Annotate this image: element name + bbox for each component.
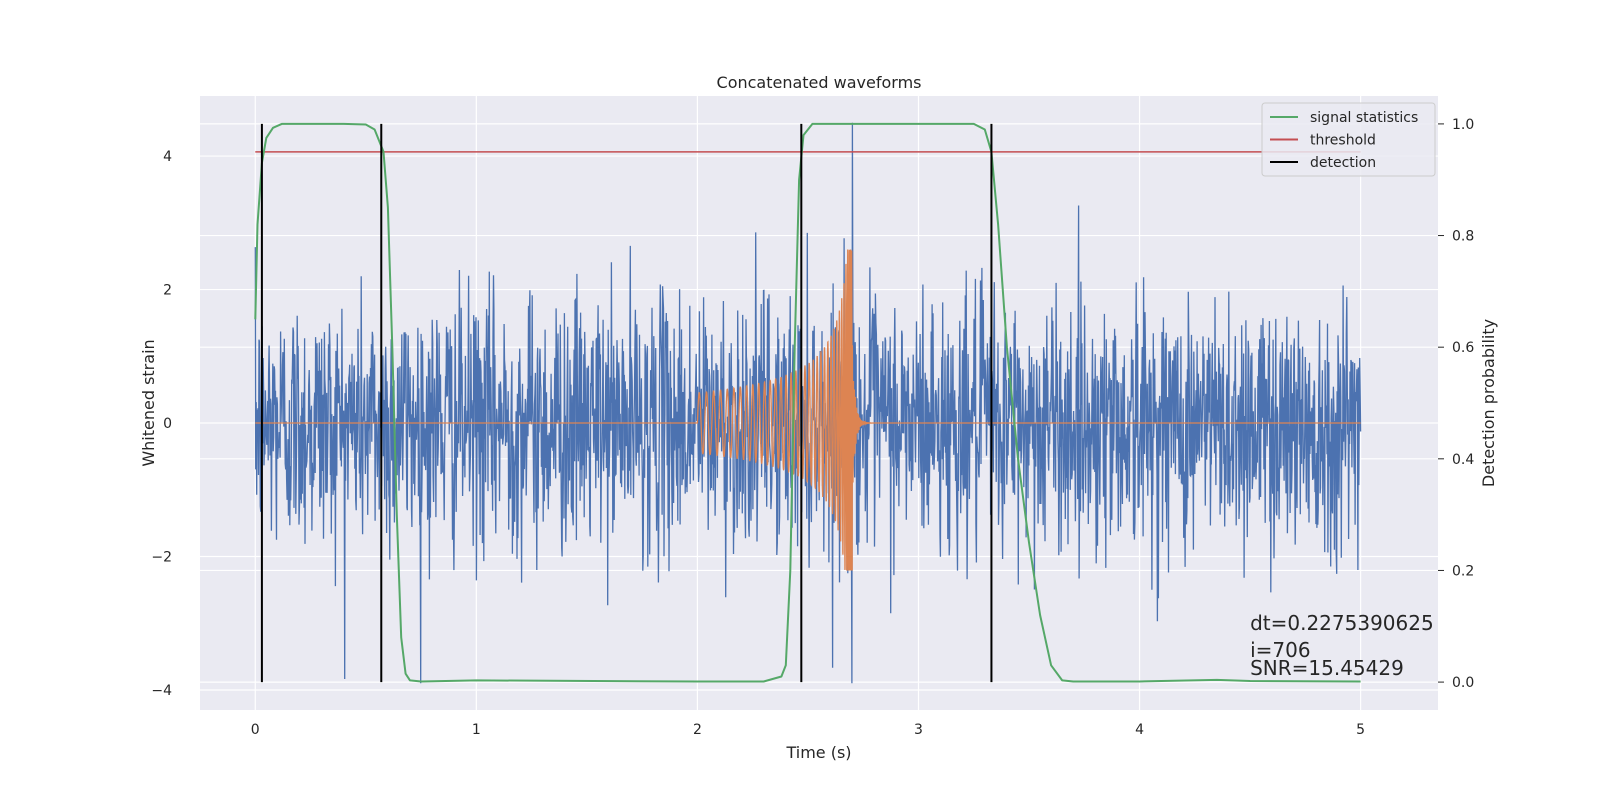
- legend-box: [1261, 102, 1436, 177]
- x-tick-label: 3: [914, 722, 923, 738]
- y2-axis-label: Detection probability: [1479, 319, 1498, 487]
- series-layer: [254, 122, 1362, 684]
- y-tick-label: −4: [151, 683, 172, 699]
- ticks: 0 1 2 3 4 5 −4 −2 0 2 4 0.0 0.2 0.4 0.6 0.8 1.0: [151, 117, 1474, 738]
- y2-tick-label: 0.2: [1452, 563, 1474, 579]
- legend-label: threshold: [1310, 133, 1376, 149]
- x-tick-label: 1: [472, 722, 481, 738]
- y-tick-label: −2: [151, 550, 172, 566]
- y2-tick-label: 0.6: [1452, 340, 1474, 356]
- y-tick-label: 0: [163, 416, 172, 432]
- legend-label: detection: [1310, 155, 1376, 171]
- x-tick-label: 4: [1135, 722, 1144, 738]
- chart-title: Concatenated waveforms: [717, 73, 922, 92]
- x-tick-label: 0: [251, 722, 260, 738]
- y-tick-label: 4: [163, 149, 172, 165]
- annotation-line: dt=0.2275390625: [1250, 611, 1434, 635]
- y2-tick-label: 0.0: [1452, 675, 1474, 691]
- y2-tick-label: 0.8: [1452, 229, 1474, 245]
- legend-label: signal statistics: [1310, 110, 1418, 126]
- injection-line: [255, 249, 1361, 571]
- x-tick-label: 2: [693, 722, 702, 738]
- legend: signal statistics threshold detection: [1261, 102, 1436, 177]
- y-axis-label: Whitened strain: [139, 339, 158, 466]
- y2-tick-label: 0.4: [1452, 452, 1474, 468]
- annotation-line: SNR=15.45429: [1250, 656, 1404, 680]
- statistics-line: [254, 122, 1361, 683]
- y-tick-label: 2: [163, 283, 172, 299]
- x-axis-label: Time (s): [785, 743, 851, 762]
- annotation-line: i=706: [1250, 638, 1311, 662]
- y2-tick-label: 1.0: [1452, 117, 1474, 133]
- x-tick-label: 5: [1356, 722, 1365, 738]
